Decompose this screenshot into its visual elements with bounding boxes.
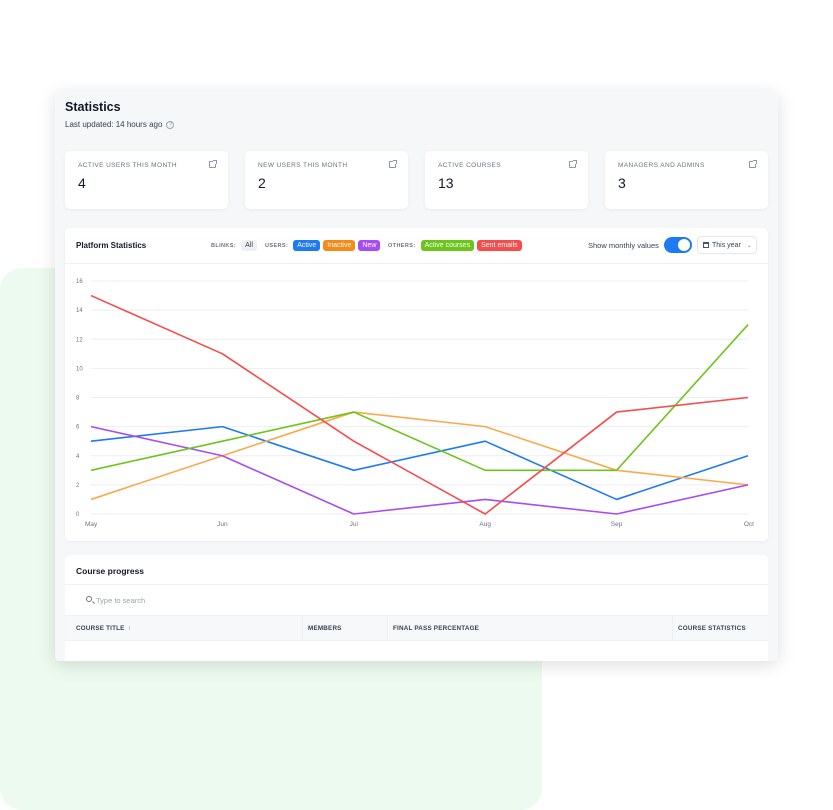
y-tick-label: 12 [76,337,83,343]
sort-icon[interactable]: ↑ [127,626,131,632]
series-line-active [90,425,749,501]
column-separator [387,616,388,641]
x-tick-label: May [85,521,98,528]
x-tick-label: Sep [611,521,623,528]
x-tick-label: Oct [744,521,754,528]
y-tick-label: 10 [76,366,83,372]
column-header-final-pass-percentage[interactable]: FINAL PASS PERCENTAGE [393,625,480,632]
legend-pill-inactive[interactable]: Inactive [323,240,356,251]
search-row [65,585,768,616]
stat-card-managers-admins[interactable]: MANAGERS AND ADMINS 3 [605,151,768,209]
period-value: This year [712,241,741,249]
external-link-icon[interactable] [569,160,577,168]
platform-statistics-panel: Platform Statistics BLINKS: All USERS: A… [65,228,768,541]
period-select[interactable]: This year ⌄ [697,236,757,254]
course-progress-title: Course progress [76,566,145,576]
column-header-course-statistics[interactable]: COURSE STATISTICS [678,625,746,632]
stat-label: ACTIVE COURSES [438,162,502,169]
divider [65,584,768,585]
legend-pill-new[interactable]: New [358,240,381,251]
line-chart: 0 2 4 6 8 10 12 14 16 May Jun Jul Aug Sep Oct [76,279,754,528]
legend-pill-all[interactable]: All [241,240,257,251]
y-tick-label: 8 [76,396,80,402]
stat-card-active-courses[interactable]: ACTIVE COURSES 13 [425,151,588,209]
y-tick-label: 16 [76,279,83,285]
legend-group-label: USERS: [265,242,289,249]
column-header-members[interactable]: MEMBERS [308,625,342,632]
stat-label: ACTIVE USERS THIS MONTH [78,162,178,169]
chart-header: Platform Statistics BLINKS: All USERS: A… [65,228,768,264]
stat-label: MANAGERS AND ADMINS [618,162,705,169]
stat-value: 2 [258,175,266,191]
table-header: COURSE TITLE ↑ MEMBERS FINAL PASS PERCENT… [65,616,768,641]
legend-pill-sent-emails[interactable]: Sent emails [477,240,522,251]
y-tick-label: 6 [76,425,80,431]
search-input[interactable] [96,593,296,607]
stat-value: 4 [78,175,86,191]
x-tick-label: Jul [350,521,359,528]
legend-group-label: BLINKS: [211,242,237,249]
stat-value: 3 [618,175,626,191]
monthly-values-toggle[interactable] [664,237,692,253]
legend-pill-active[interactable]: Active [293,240,321,251]
series-line-active-courses [90,324,749,472]
legend-group-users: USERS: Active Inactive New [265,240,381,251]
legend-group-others: OTHERS: Active courses Sent emails [388,240,522,251]
legend-pill-active-courses[interactable]: Active courses [420,240,475,251]
legend-group-blinks: BLINKS: All [211,240,257,251]
external-link-icon[interactable] [209,160,217,168]
calendar-icon [703,242,709,248]
column-separator [302,616,303,641]
series-line-sent-emails [90,294,749,515]
chart-title: Platform Statistics [76,241,147,250]
stat-card-new-users[interactable]: NEW USERS THIS MONTH 2 [245,151,408,209]
toggle-knob [678,239,690,251]
column-header-course-title[interactable]: COURSE TITLE ↑ [76,625,131,632]
last-updated-text: Last updated: 14 hours ago [65,120,163,129]
x-tick-label: Aug [479,521,491,528]
x-tick-label: Jun [217,521,228,528]
statistics-window: Statistics Last updated: 14 hours ago ? … [55,91,778,661]
chevron-down-icon: ⌄ [746,242,752,249]
series-line-inactive [90,411,749,501]
legend-group-label: OTHERS: [388,242,416,249]
y-tick-label: 0 [76,512,80,518]
series-line-new [90,425,749,515]
page-title: Statistics [65,100,121,114]
column-header-label: COURSE TITLE [76,625,125,632]
y-tick-label: 14 [76,308,83,314]
monthly-values-label: Show monthly values [588,241,659,250]
y-tick-label: 2 [76,483,80,489]
last-updated: Last updated: 14 hours ago ? [65,120,175,129]
external-link-icon[interactable] [749,160,757,168]
y-tick-label: 4 [76,454,80,460]
column-separator [672,616,673,641]
stat-value: 13 [438,175,454,191]
course-progress-panel: Course progress COURSE TITLE↑ MEMBERS FI… [65,555,768,661]
stat-card-active-users[interactable]: ACTIVE USERS THIS MONTH 4 [65,151,228,209]
external-link-icon[interactable] [389,160,397,168]
search-icon [86,596,92,602]
question-circle-icon[interactable]: ? [166,120,175,129]
stat-label: NEW USERS THIS MONTH [258,162,348,169]
